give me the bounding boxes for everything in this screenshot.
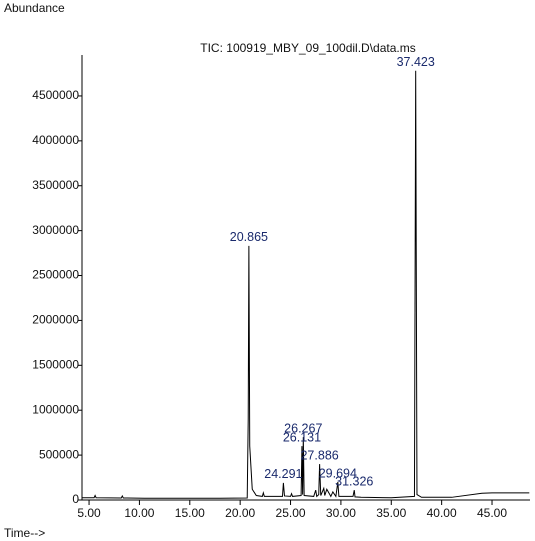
y-tick-label: 2500000	[32, 268, 79, 282]
chart-title: TIC: 100919_MBY_09_100dil.D\data.ms	[200, 41, 415, 55]
x-tick-label: 10.00	[124, 506, 154, 520]
y-tick-label: 4000000	[32, 133, 79, 147]
x-tick-label: 20.00	[225, 506, 255, 520]
x-axis-label: Time-->	[4, 526, 45, 540]
y-axis-label: Abundance	[4, 1, 65, 15]
peak-label: 20.865	[230, 230, 268, 244]
peak-label: 31.326	[335, 474, 373, 488]
x-tick-label: 35.00	[376, 506, 406, 520]
peak-label: 26.267	[284, 421, 322, 435]
peak-label: 26.131	[283, 430, 321, 444]
x-tick-label: 15.00	[175, 506, 205, 520]
x-tick-label: 5.00	[77, 506, 101, 520]
x-tick-label: 25.00	[276, 506, 306, 520]
y-tick-label: 3000000	[32, 223, 79, 237]
peak-label: 29.694	[319, 466, 357, 480]
x-tick-label: 45.00	[477, 506, 507, 520]
x-tick-label: 30.00	[326, 506, 356, 520]
y-tick-label: 4500000	[32, 88, 79, 102]
peak-label: 24.291	[264, 467, 302, 481]
x-tick-label: 40.00	[427, 506, 457, 520]
y-tick-label: 500000	[39, 447, 79, 461]
trace	[82, 70, 530, 499]
y-tick-label: 3500000	[32, 178, 79, 192]
y-tick-label: 2000000	[32, 313, 79, 327]
peak-label: 27.886	[300, 448, 338, 462]
peak-label: 37.423	[397, 55, 435, 69]
y-tick-label: 1000000	[32, 402, 79, 416]
y-tick-label: 1500000	[32, 357, 79, 371]
y-tick-label: 0	[72, 492, 79, 506]
